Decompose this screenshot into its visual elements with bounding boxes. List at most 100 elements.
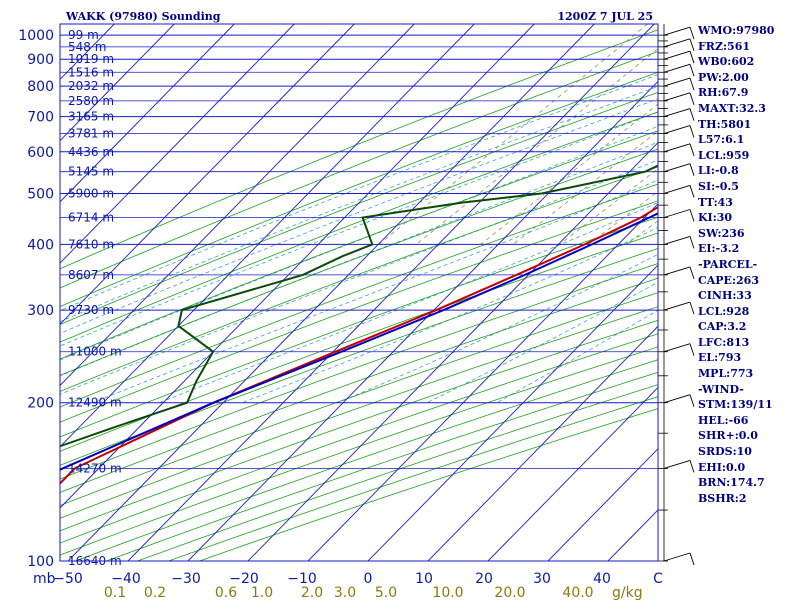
index-line: CAP:3.2 xyxy=(698,320,747,334)
wind-barb xyxy=(663,26,691,36)
index-line: KI:30 xyxy=(698,211,733,225)
mixing-ratio-tick-label: 5.0 xyxy=(375,585,397,600)
height-label: 7610 m xyxy=(68,237,114,251)
dry-adiabat xyxy=(60,71,658,308)
dry-adiabat xyxy=(60,216,658,438)
mixing-ratio-tick-label: 2.0 xyxy=(301,585,323,600)
pressure-tick-label: 500 xyxy=(27,186,54,202)
isotherm-line xyxy=(307,203,658,561)
mixing-ratio-tick-label: 1.0 xyxy=(251,585,273,600)
index-line: CINH:33 xyxy=(698,289,752,303)
moist-adiabat xyxy=(60,98,658,334)
mixing-ratio-line xyxy=(480,103,658,245)
height-label: 548 m xyxy=(68,40,106,54)
wind-barb-flag xyxy=(689,77,695,91)
moist-adiabat xyxy=(92,179,658,404)
index-line: WMO:97980 xyxy=(698,24,775,37)
index-line: STM:139/11 xyxy=(698,398,773,412)
pressure-labels: 100 200 300 400 500 600 700 800 900 1000 xyxy=(18,28,54,570)
isotherm-line xyxy=(60,24,475,448)
wind-barb-flag xyxy=(689,236,695,249)
pressure-tick-label: 100 xyxy=(27,554,54,570)
temperature-tick-label: −20 xyxy=(229,571,259,587)
wind-barb xyxy=(663,63,691,73)
wind-barb-flag xyxy=(689,552,695,566)
index-line: MAXT:32.3 xyxy=(698,101,766,115)
wind-barb-flag xyxy=(689,185,695,198)
pressure-tick-label: 200 xyxy=(27,396,54,412)
index-line: PW:2.00 xyxy=(698,70,749,84)
profile-series xyxy=(60,164,658,485)
pressure-tick-label: 900 xyxy=(27,52,54,68)
temperature-line xyxy=(60,205,658,485)
dry-adiabat xyxy=(75,359,658,561)
height-label: 14270 m xyxy=(68,461,122,475)
wind-barbs xyxy=(658,24,695,566)
wind-barb-flag xyxy=(689,301,695,315)
dry-adiabat xyxy=(60,166,658,392)
mixing-ratio-line xyxy=(512,130,658,245)
dry-adiabat xyxy=(60,92,658,326)
index-line: MPL:773 xyxy=(698,367,754,381)
dry-adiabat xyxy=(60,200,658,423)
index-line: LI:-0.8 xyxy=(698,164,739,178)
moist-adiabat xyxy=(60,159,658,395)
sounding-time: 1200Z 7 JUL 25 xyxy=(557,10,653,23)
height-label: 3781 m xyxy=(68,127,114,141)
wind-barb xyxy=(663,185,691,194)
index-line: LFC:813 xyxy=(698,335,750,349)
dry-adiabat xyxy=(60,346,658,556)
pressure-tick-label: 700 xyxy=(27,110,54,126)
index-line: CAPE:263 xyxy=(698,273,759,287)
temperature-labels: −50 −40 −30 −20 −10 0 10 20 30 40 C xyxy=(53,571,663,587)
mixing-ratio-line xyxy=(378,24,648,245)
temperature-tick-label: C xyxy=(653,571,663,587)
isotherm-line xyxy=(0,24,54,561)
index-line: SI:-0.5 xyxy=(698,179,739,193)
mixing-ratio-tick-label: 20.0 xyxy=(494,585,525,600)
height-label: 11000 m xyxy=(68,345,122,359)
temperature-tick-label: −30 xyxy=(171,571,201,587)
height-label: 1516 m xyxy=(68,65,114,79)
index-line: SW:236 xyxy=(698,226,745,240)
height-label: 6714 m xyxy=(68,211,114,225)
pressure-tick-label: 800 xyxy=(27,79,54,95)
mixing-unit-label: g/kg xyxy=(612,585,643,600)
index-line: SHR+:0.0 xyxy=(698,429,758,443)
station-title: WAKK (97980) Sounding xyxy=(65,10,221,23)
height-label: 2032 m xyxy=(68,79,114,93)
dry-adiabat xyxy=(60,29,658,270)
index-line: BSHR:2 xyxy=(698,491,747,505)
isotherm-line xyxy=(60,24,415,387)
height-label: 1019 m xyxy=(68,52,114,66)
index-line: LCL:959 xyxy=(698,148,750,162)
wind-barb xyxy=(663,143,691,153)
index-line: EHI:0.0 xyxy=(698,460,746,474)
height-label: 4436 m xyxy=(68,145,114,159)
wind-barb xyxy=(663,209,691,218)
temperature-tick-label: 30 xyxy=(533,571,551,587)
wind-barb xyxy=(663,38,691,48)
wind-barb-flag xyxy=(689,163,695,176)
index-line: HEL:-66 xyxy=(698,413,749,427)
wind-barb-flag xyxy=(689,64,695,77)
isotherm-line xyxy=(427,325,658,561)
isobars xyxy=(60,23,658,562)
index-line: BRN:174.7 xyxy=(698,476,765,490)
isotherm-line xyxy=(487,386,658,561)
wind-barb xyxy=(663,125,691,134)
plot-frame xyxy=(59,23,659,562)
isotherm-line xyxy=(187,80,658,561)
isotherm-line xyxy=(60,24,175,142)
dry-adiabat xyxy=(60,248,658,466)
wind-barb-flag xyxy=(689,394,695,407)
mixing-ratio-tick-label: 0.1 xyxy=(104,585,126,600)
isotherm-line xyxy=(247,141,658,561)
dry-adiabat xyxy=(60,148,658,376)
mixing-ratio-line xyxy=(415,48,658,245)
index-line: -WIND- xyxy=(698,382,744,396)
wind-barb-flag xyxy=(689,209,695,222)
parcel-line xyxy=(60,212,658,471)
